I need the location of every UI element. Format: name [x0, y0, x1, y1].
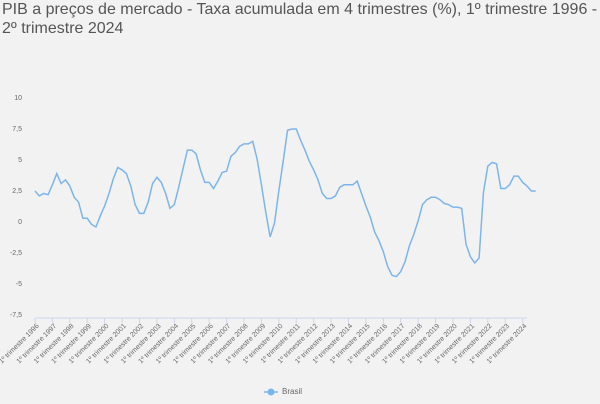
y-tick-label: -7,5: [10, 312, 22, 319]
y-tick-label: -5: [16, 281, 22, 288]
y-tick-label: 10: [14, 95, 22, 102]
y-tick-label: 7,5: [12, 126, 22, 133]
chart-title: PIB a preços de mercado - Taxa acumulada…: [2, 1, 598, 37]
y-tick-label: 0: [18, 219, 22, 226]
y-tick-label: 2,5: [12, 188, 22, 195]
y-tick-label: 5: [18, 157, 22, 164]
series-line: [34, 128, 536, 278]
y-tick-label: -2,5: [10, 250, 22, 257]
legend-label: Brasil: [282, 387, 302, 396]
title-box: PIB a preços de mercado - Taxa acumulada…: [2, 1, 598, 37]
legend-marker: [267, 388, 275, 396]
